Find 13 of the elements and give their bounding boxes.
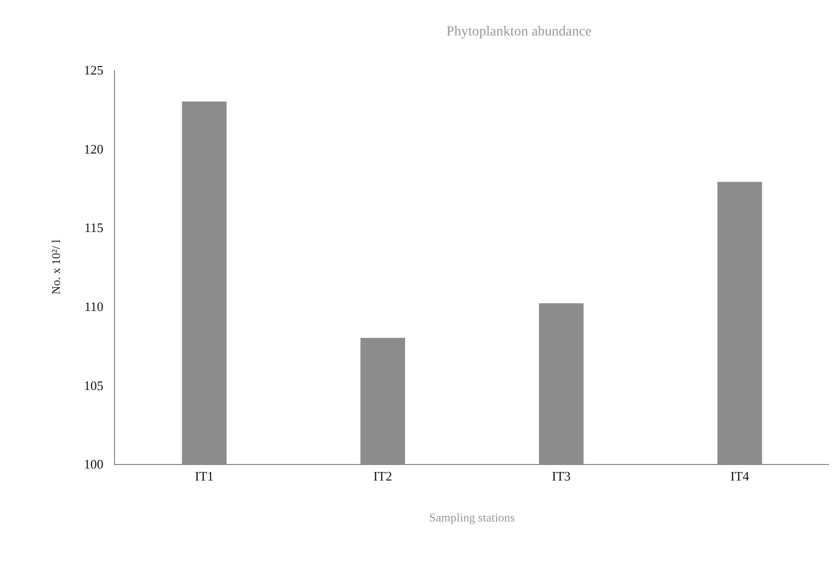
y-tick-label: 105 bbox=[84, 378, 104, 393]
y-tick-label: 100 bbox=[84, 456, 104, 472]
y-tick-label: 125 bbox=[84, 62, 104, 78]
chart-title: Phytoplankton abundance bbox=[446, 24, 592, 40]
x-tick-label: IT3 bbox=[552, 468, 571, 484]
x-tick-label: IT1 bbox=[194, 468, 214, 484]
y-tick-label: 115 bbox=[84, 220, 104, 236]
x-axis-title: Sampling stations bbox=[429, 510, 516, 524]
y-tick-label: 120 bbox=[84, 141, 104, 156]
x-tick-label: IT2 bbox=[373, 468, 392, 484]
y-axis-title: No. x 10²/ l bbox=[49, 238, 64, 294]
y-tick-label: 110 bbox=[84, 298, 104, 314]
x-tick-label: IT4 bbox=[730, 468, 750, 484]
